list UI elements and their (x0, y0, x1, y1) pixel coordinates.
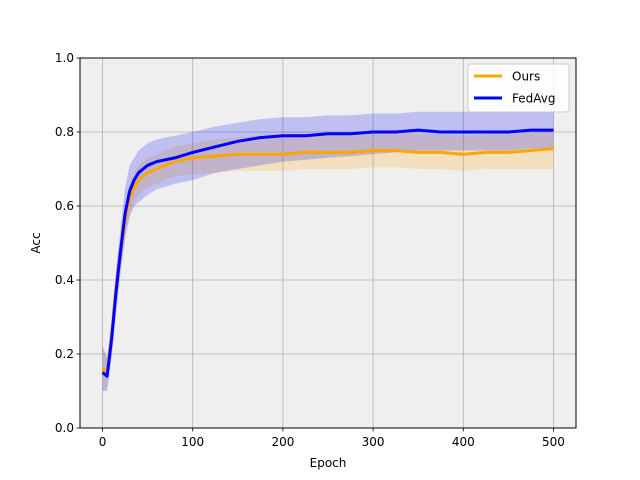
x-tick-label: 500 (542, 435, 565, 449)
plot-frame (79, 57, 577, 429)
x-tick-label: 0 (99, 435, 107, 449)
plot-background (80, 58, 576, 428)
fedavg-band (102, 111, 554, 391)
x-tick-label: 300 (362, 435, 385, 449)
y-axis-label: Acc (29, 232, 43, 253)
ours-band (102, 130, 554, 391)
y-tick-label: 0.0 (55, 421, 74, 435)
y-axis-ticks: 0.0 0.2 0.4 0.6 0.8 1.0 (55, 51, 80, 435)
y-tick-label: 0.8 (55, 125, 74, 139)
x-tick-label: 400 (452, 435, 475, 449)
fedavg-line (101, 128, 554, 378)
legend: Ours FedAvg (467, 63, 570, 113)
y-tick-label: 1.0 (55, 51, 74, 65)
x-axis-label: Epoch (310, 456, 347, 470)
y-tick-label: 0.2 (55, 347, 74, 361)
series-lines (101, 128, 554, 378)
y-tick-label: 0.4 (55, 273, 74, 287)
y-tick-label: 0.6 (55, 199, 74, 213)
confidence-bands (102, 111, 554, 391)
legend-label-fedavg: FedAvg (512, 92, 555, 106)
x-tick-label: 200 (271, 435, 294, 449)
legend-label-ours: Ours (512, 70, 540, 84)
x-axis-ticks: 0 100 200 300 400 500 (99, 428, 565, 449)
x-tick-label: 100 (181, 435, 204, 449)
